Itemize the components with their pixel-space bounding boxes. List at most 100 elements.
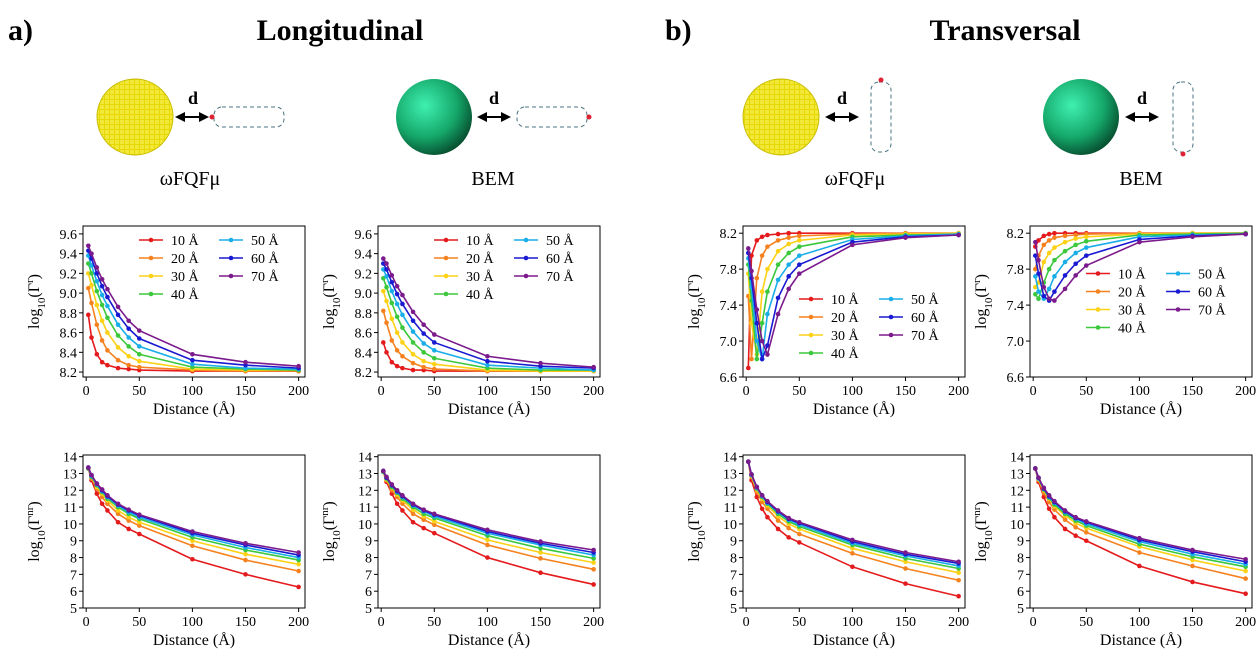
- point: [126, 514, 131, 520]
- point: [538, 360, 543, 366]
- point: [421, 341, 426, 346]
- x-axis-label: Distance (Å): [1100, 400, 1182, 418]
- y-tick-label: 8: [730, 552, 737, 567]
- legend-label: 20 Å: [831, 310, 860, 326]
- y-axis-label-part: log: [26, 309, 43, 329]
- x-tick-label: 100: [842, 384, 863, 399]
- x-tick-label: 100: [182, 384, 203, 399]
- y-axis-label-part: ): [26, 501, 43, 506]
- point: [749, 472, 754, 477]
- point: [765, 289, 770, 294]
- legend-label: 40 Å: [831, 346, 860, 362]
- point: [485, 362, 490, 368]
- method-label: BEM: [1119, 168, 1163, 190]
- x-tick-label: 0: [378, 615, 385, 630]
- point: [1046, 238, 1052, 243]
- point: [1243, 568, 1248, 574]
- legend-marker: [523, 273, 529, 279]
- point: [759, 356, 765, 362]
- point: [136, 512, 142, 517]
- point: [400, 508, 405, 513]
- legend-marker: [148, 237, 154, 243]
- y-axis-label-part: 10: [36, 530, 48, 542]
- x-tick-label: 200: [583, 615, 604, 630]
- point: [394, 283, 400, 289]
- point: [1190, 547, 1195, 553]
- legend-label: 70 Å: [546, 269, 575, 285]
- point: [296, 363, 301, 369]
- x-tick-label: 200: [288, 384, 309, 399]
- point: [538, 546, 543, 551]
- point: [754, 356, 760, 362]
- point: [94, 481, 100, 486]
- y-tick-label: 13: [1010, 467, 1024, 482]
- point: [759, 234, 765, 240]
- point: [126, 326, 131, 331]
- point: [115, 501, 121, 507]
- legend-label: 30 Å: [1118, 303, 1147, 319]
- point: [126, 526, 131, 532]
- point: [296, 568, 301, 574]
- method-label: ωFQFμ: [825, 168, 886, 190]
- x-tick-label: 50: [792, 384, 806, 399]
- point: [115, 357, 121, 363]
- y-tick-label: 8.2: [720, 227, 738, 242]
- point: [591, 364, 596, 370]
- legend-marker: [808, 350, 814, 356]
- y-tick-label: 9: [1017, 535, 1024, 550]
- y-tick-label: 8.4: [60, 346, 78, 361]
- point: [796, 271, 802, 276]
- point: [775, 508, 781, 513]
- point: [796, 531, 802, 537]
- point: [796, 540, 802, 545]
- plot-frame: [742, 225, 966, 378]
- x-tick-label: 50: [132, 384, 146, 399]
- point: [775, 311, 781, 317]
- point: [94, 491, 100, 496]
- point: [105, 493, 110, 498]
- y-tick-label: 6: [730, 585, 737, 600]
- point: [243, 540, 248, 546]
- point: [381, 340, 386, 345]
- point: [400, 292, 405, 298]
- y-tick-label: 8: [70, 552, 77, 567]
- y-tick-label: 10: [63, 518, 77, 533]
- point: [421, 350, 426, 355]
- point: [850, 564, 855, 570]
- point: [1046, 266, 1052, 272]
- x-tick-label: 150: [895, 615, 916, 630]
- point: [431, 366, 437, 372]
- point: [431, 361, 437, 367]
- legend-label: 70 Å: [911, 328, 940, 344]
- point: [136, 531, 142, 537]
- point: [389, 300, 395, 306]
- point: [431, 519, 437, 524]
- point: [591, 582, 596, 587]
- point: [903, 566, 908, 571]
- point: [956, 570, 961, 575]
- point: [89, 335, 94, 340]
- point: [1052, 257, 1057, 263]
- point: [903, 235, 908, 240]
- point: [1062, 239, 1068, 245]
- point: [1062, 273, 1068, 278]
- y-axis-label-part: ): [26, 274, 43, 279]
- point: [1062, 233, 1068, 239]
- point: [400, 353, 405, 359]
- x-tick-label: 0: [743, 615, 750, 630]
- x-axis-label: Distance (Å): [1100, 631, 1182, 649]
- y-axis-label: log10(Γr): [971, 274, 995, 329]
- y-axis-label-part: r: [24, 279, 36, 283]
- y-axis-label-part: log: [973, 309, 990, 329]
- y-tick-label: 14: [358, 451, 372, 466]
- point: [1036, 271, 1041, 276]
- point: [1073, 273, 1078, 278]
- point: [99, 359, 105, 365]
- point: [400, 301, 405, 307]
- point: [86, 271, 91, 276]
- point: [1041, 259, 1047, 265]
- x-tick-label: 200: [1235, 615, 1256, 630]
- point: [1046, 296, 1052, 302]
- y-tick-label: 14: [1010, 451, 1024, 466]
